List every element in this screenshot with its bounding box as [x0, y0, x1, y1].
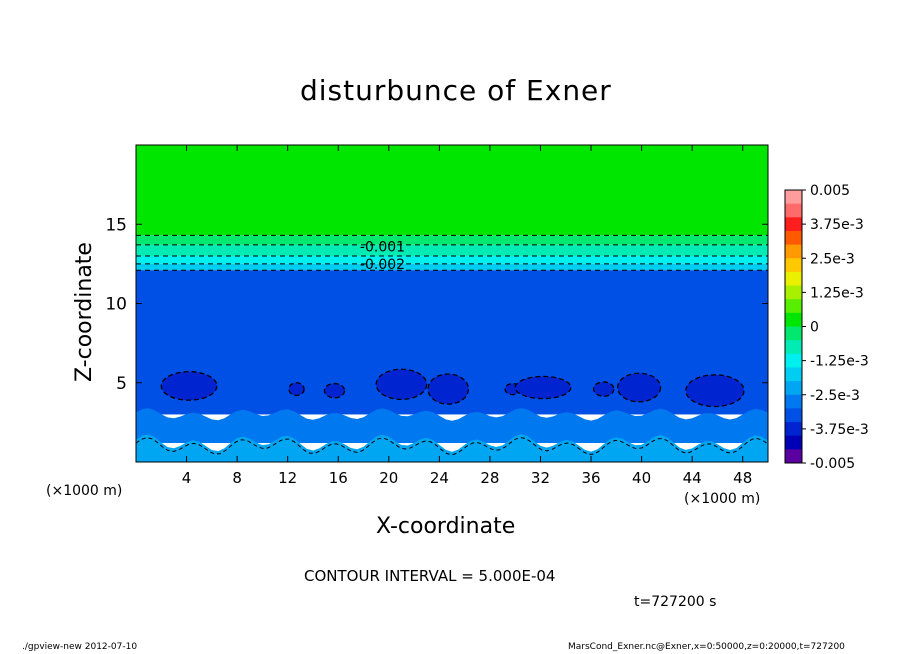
colorbar-swatch [785, 326, 802, 341]
y-axis-label: Z-coordinate [72, 242, 97, 382]
y-tick-label: 15 [105, 215, 127, 235]
contour-line [135, 436, 769, 456]
contour-cell [514, 375, 572, 400]
x-unit-label-right: (×1000 m) [684, 491, 761, 507]
y-tick-label: 5 [116, 374, 127, 394]
contour-cell [323, 382, 346, 399]
colorbar-swatch [785, 340, 802, 355]
x-tick-label: 36 [581, 469, 600, 487]
x-tick-label: 24 [430, 469, 449, 487]
colorbar-swatch [785, 190, 802, 205]
colorbar-swatch [785, 230, 802, 245]
colorbar-swatch [785, 312, 802, 327]
colorbar-swatch [785, 299, 802, 314]
colorbar-swatch [785, 435, 802, 450]
colorbar-label: 2.5e-3 [810, 251, 855, 267]
chart-title: disturbunce of Exner [300, 74, 612, 107]
x-unit-label-left: (×1000 m) [46, 483, 123, 499]
colorbar-swatch [785, 381, 802, 396]
y-tick-label: 10 [105, 295, 127, 315]
colorbar-label: -1.25e-3 [810, 354, 869, 370]
contour-band [136, 255, 768, 264]
contour-cell [160, 371, 218, 401]
contour-band [136, 263, 768, 271]
x-tick-label: 12 [278, 469, 297, 487]
colorbar-swatch [785, 271, 802, 286]
colorbar-label: -3.75e-3 [810, 422, 869, 438]
contour-band [136, 145, 768, 236]
colorbar-label: 3.75e-3 [810, 217, 864, 233]
colorbar-swatch [785, 422, 802, 437]
contour-label: -0.002 [360, 257, 405, 273]
x-tick-label: 48 [733, 469, 752, 487]
colorbar-label: 0.005 [810, 183, 850, 199]
contour-cell [592, 381, 615, 397]
x-tick-label: 32 [531, 469, 550, 487]
contour-band [136, 244, 768, 256]
colorbar-label: 1.25e-3 [810, 285, 864, 301]
colorbar-label: 0 [810, 320, 819, 336]
colorbar-swatch [785, 244, 802, 259]
colorbar-swatch [785, 408, 802, 423]
contour-band [136, 408, 768, 443]
colorbar-swatch [785, 285, 802, 300]
x-tick-label: 20 [379, 469, 398, 487]
x-tick-label: 4 [182, 469, 192, 487]
contour-cell [375, 368, 428, 401]
footer-right: MarsCond_Exner.nc@Exner,x=0:50000,z=0:20… [568, 642, 845, 652]
colorbar-swatch [785, 367, 802, 382]
footer-left: ./gpview-new 2012-07-10 [22, 642, 138, 652]
colorbar-swatch [785, 353, 802, 368]
colorbar-swatch [785, 258, 802, 273]
contour-cell [616, 372, 662, 403]
colorbar-swatch [785, 203, 802, 218]
x-tick-label: 44 [683, 469, 702, 487]
x-tick-label: 28 [480, 469, 499, 487]
x-tick-label: 8 [232, 469, 242, 487]
contour-cell [427, 373, 470, 405]
contour-cell [288, 382, 305, 397]
colorbar-swatch [785, 449, 802, 464]
colorbar-swatch [785, 394, 802, 409]
x-tick-label: 16 [329, 469, 348, 487]
colorbar-label: -0.005 [810, 456, 855, 472]
contour-cell [685, 374, 745, 408]
contour-band [136, 235, 768, 245]
colorbar-label: -2.5e-3 [810, 388, 860, 404]
x-axis-label: X-coordinate [376, 514, 516, 539]
contour-label: -0.001 [360, 239, 405, 255]
time-label: t=727200 s [634, 594, 717, 610]
x-tick-label: 40 [632, 469, 651, 487]
colorbar-swatch [785, 217, 802, 232]
contour-interval-label: CONTOUR INTERVAL = 5.000E-04 [304, 567, 556, 585]
